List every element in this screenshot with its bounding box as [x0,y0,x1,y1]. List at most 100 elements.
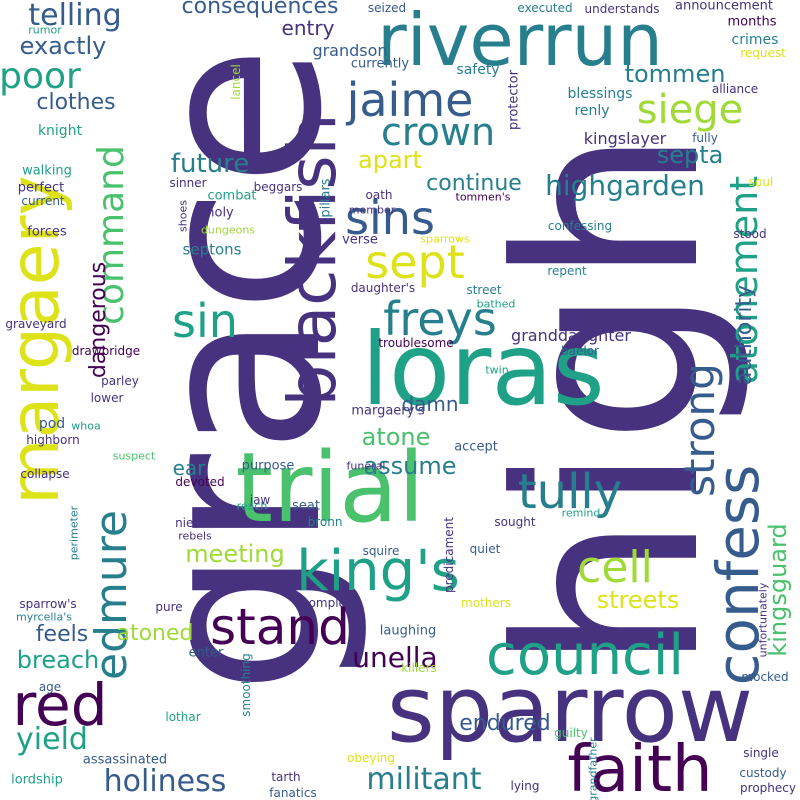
word-tommens: tommen's [455,190,511,204]
word-sparrow: sparrow [386,656,754,763]
word-pillars: pillars [318,178,334,218]
word-current: current [21,194,65,208]
word-daughters: daughter's [350,281,416,295]
word-lying: lying [510,779,540,793]
word-soul: soul [748,175,774,189]
word-sought: sought [494,515,536,529]
word-request: request [740,46,786,60]
word-squire: squire [362,544,400,558]
word-poor: poor [0,56,81,97]
word-authority: authority [732,284,757,386]
word-rebels: rebels [178,529,212,543]
word-verse: verse [342,232,378,248]
word-accept: accept [454,439,498,455]
word-whoa: whoa [71,419,101,433]
word-strong: strong [675,363,724,497]
word-sinner: sinner [169,176,207,190]
word-sparrows: sparrows [420,232,470,246]
word-blackfish: blackfish [274,113,351,407]
word-streets: streets [596,586,680,614]
word-announcement: announcement [674,0,774,14]
word-age: age [38,680,62,694]
word-atone: atone [361,423,431,451]
word-endured: endured [459,711,551,736]
word-tarth: tarth [271,770,301,784]
word-mothers: mothers [461,596,511,610]
word-walking: walking [22,163,72,179]
word-septa: septa [656,141,724,169]
word-street: street [466,283,502,297]
word-collapse: collapse [20,467,70,481]
word-riverrun: riverrun [377,0,663,82]
word-predicament: predicament [442,517,456,593]
word-enter: enter [188,645,224,661]
word-reach: reach [236,499,268,513]
word-kingsguard: kingsguard [764,523,792,657]
word-crown: crown [380,110,496,154]
word-margaerys: margaery's [351,403,425,419]
word-troublesome: troublesome [378,336,454,350]
word-understands: understands [584,2,660,16]
word-knight: knight [37,123,83,139]
word-dungeons: dungeons [200,223,256,237]
word-jaw: jaw [249,493,271,507]
word-apart: apart [358,146,422,174]
word-ear: ear [172,456,206,480]
word-meeting: meeting [185,540,285,568]
word-unfortunately: unfortunately [756,582,770,658]
word-baelor: baelor [561,344,599,358]
word-yield: yield [16,722,88,757]
word-faith: faith [567,733,713,800]
word-kingslayer: kingslayer [583,129,667,148]
word-perimeter: perimeter [67,505,81,561]
word-alliance: alliance [711,82,759,96]
word-feels: feels [35,622,89,647]
word-obeying: obeying [347,751,395,765]
word-holiness: holiness [103,764,227,799]
word-confessing: confessing [547,219,613,233]
word-grandson: grandson [312,41,388,60]
word-highgarden: highgarden [545,169,705,202]
word-sparrows2: sparrow's [19,597,77,611]
word-assume: assume [363,452,457,480]
word-stood: stood [733,227,767,241]
word-parley: parley [101,374,139,388]
word-member: member [348,203,396,217]
word-bathed: bathed [476,297,516,311]
word-bronn: bronn [307,515,343,529]
word-executed: executed [517,1,573,15]
word-smoothing: smoothing [239,653,253,717]
word-pure: pure [155,600,183,614]
word-twin: twin [485,363,509,377]
word-rumor: rumor [28,23,62,37]
word-atoned: atoned [116,621,194,646]
word-septons: septons [182,240,242,259]
word-protector: protector [506,70,522,130]
word-dangerous: dangerous [86,261,111,379]
word-quiet: quiet [469,542,501,556]
word-oath: oath [365,188,393,202]
word-guilty: guilty [554,726,588,740]
word-continue: continue [426,171,522,196]
word-lancel: lancel [229,64,243,100]
word-telling: telling [28,0,122,33]
word-fully: fully [692,131,718,145]
word-killers: killers [401,661,437,675]
word-highborn: highborn [26,433,80,447]
word-purpose: purpose [241,458,295,474]
word-myrcellas: myrcella's [16,610,72,624]
word-fanatics: fanatics [269,786,317,800]
word-funeral: funeral [346,459,386,473]
word-siege: siege [636,87,744,133]
word-clothes: clothes [36,90,116,115]
word-lothar: lothar [165,710,201,724]
word-pod: pod [38,416,66,432]
word-suspect: suspect [112,449,156,463]
word-unella: unella [352,641,438,674]
word-breach: breach [16,646,100,674]
word-forces: forces [27,224,67,240]
word-tommen: tommen [624,60,726,88]
word-cell: cell [577,542,653,593]
word-grandfather: grandfather [586,737,600,800]
